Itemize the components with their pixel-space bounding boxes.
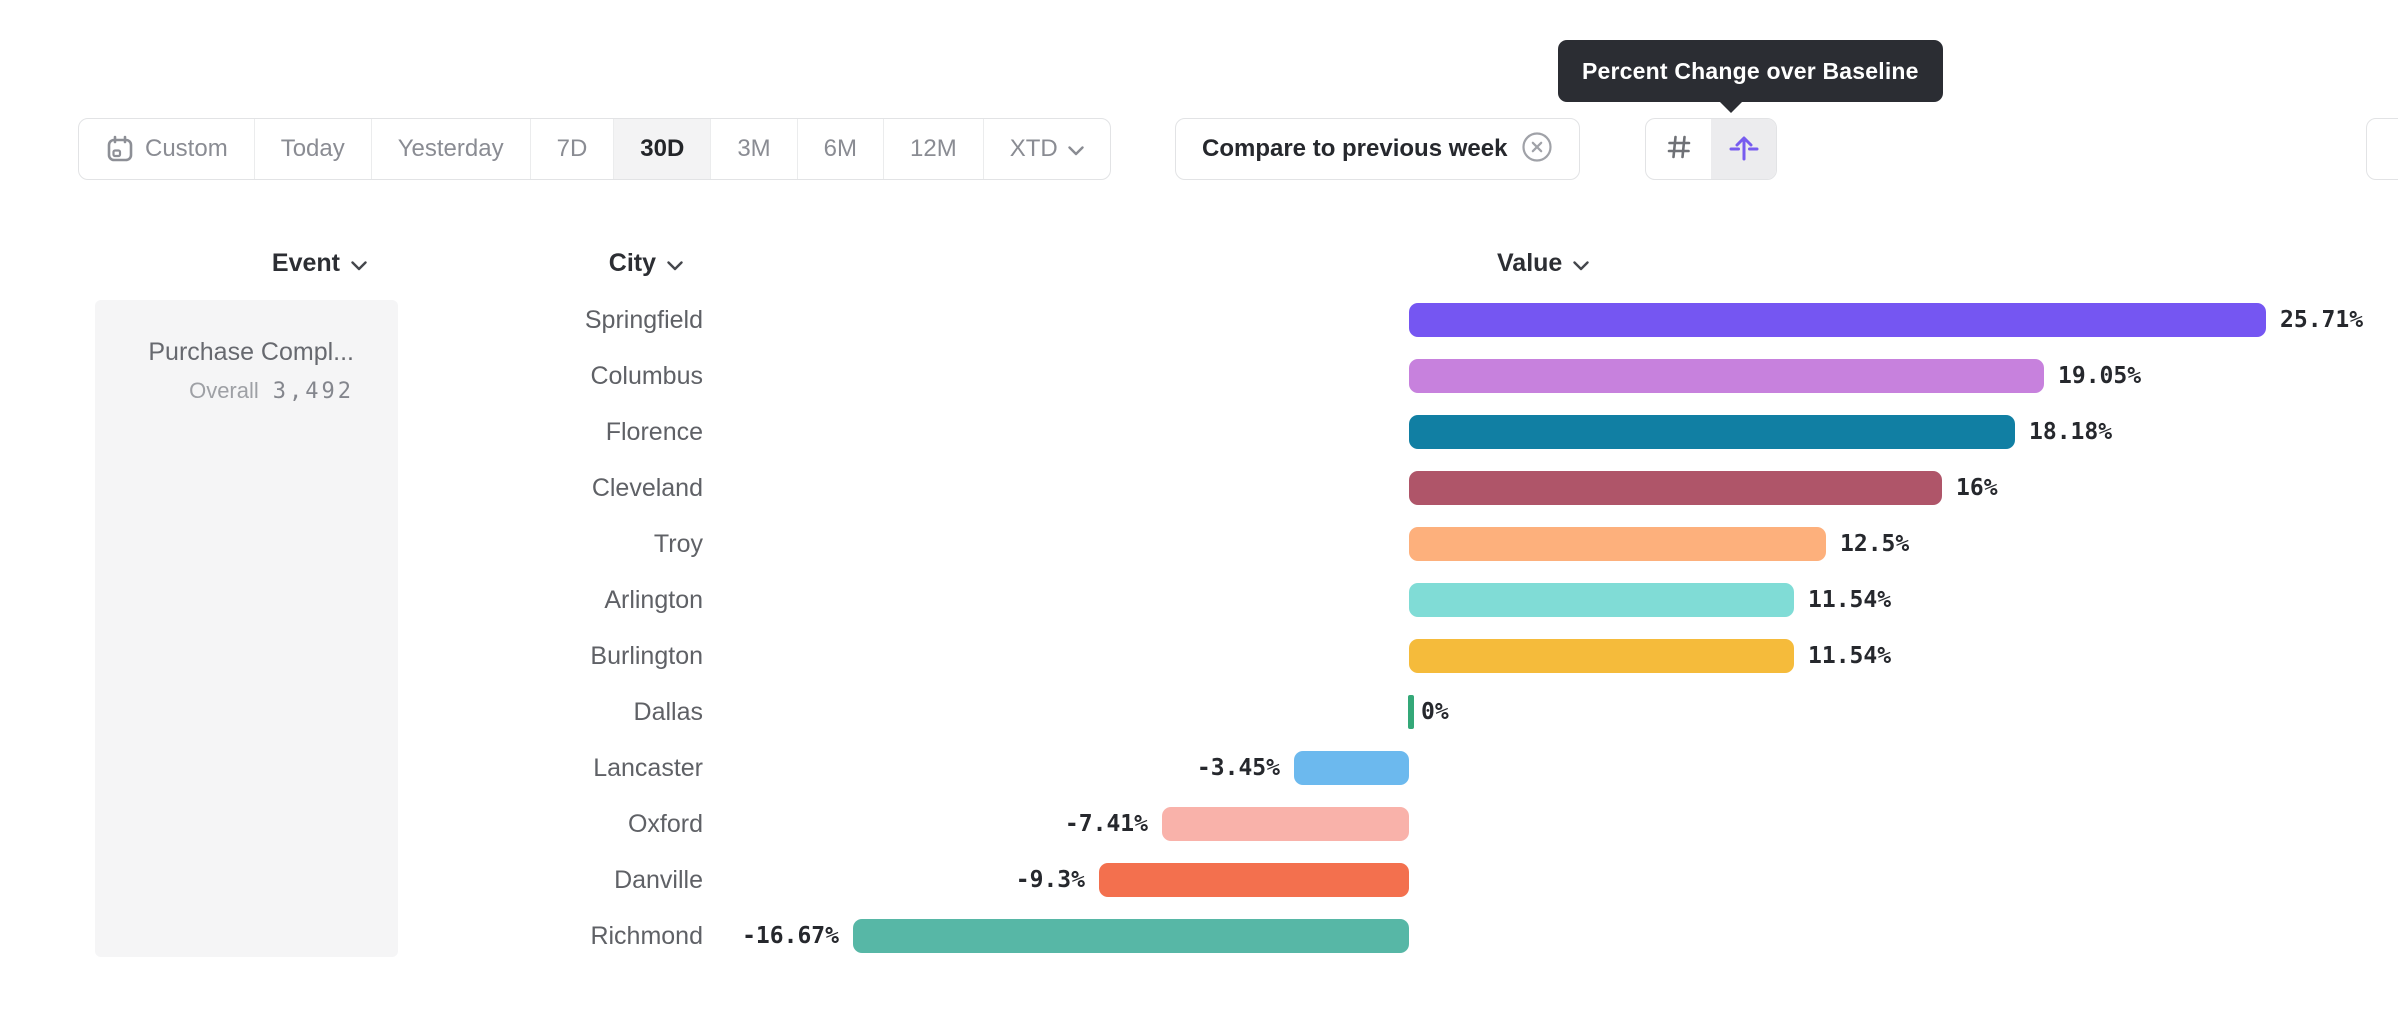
value-label: 11.54% [1808, 643, 1892, 669]
bar-richmond[interactable] [853, 919, 1409, 953]
date-range-label: XTD [1009, 135, 1058, 162]
date-range-custom[interactable]: Custom [79, 119, 255, 179]
value-display-toggle [1645, 118, 1777, 180]
date-range-3m[interactable]: 3M [711, 119, 798, 179]
column-label: City [608, 248, 656, 277]
date-range-xtd[interactable]: XTD [984, 119, 1110, 179]
overall-label: Overall [189, 378, 259, 403]
bar-arlington[interactable] [1409, 583, 1794, 617]
column-label: Event [271, 248, 340, 277]
city-label: Columbus [590, 362, 703, 390]
bar-danville[interactable] [1099, 863, 1409, 897]
bar-burlington[interactable] [1409, 639, 1794, 673]
date-range-picker: Custom Today Yesterday 7D 30D 3M 6M 12M … [78, 118, 1111, 180]
chevron-down-icon [1573, 249, 1590, 278]
date-range-6m[interactable]: 6M [798, 119, 884, 179]
event-panel[interactable]: Purchase Compl... Overall 3,492 [95, 300, 398, 957]
compare-chip[interactable]: Compare to previous week [1175, 118, 1581, 180]
hash-icon [1663, 131, 1695, 168]
bar-springfield[interactable] [1409, 303, 2266, 337]
value-label: 11.54% [1808, 587, 1892, 613]
chevron-down-icon [1067, 135, 1084, 163]
city-label: Dallas [633, 698, 703, 726]
totals-toggle-button[interactable] [1646, 119, 1711, 179]
city-label: Cleveland [591, 474, 703, 502]
date-range-label: 6M [823, 135, 857, 162]
city-label: Florence [605, 418, 703, 446]
value-label: 16% [1956, 475, 1998, 501]
city-label: Richmond [590, 922, 703, 950]
tooltip-arrow [1718, 100, 1744, 113]
chevron-down-icon [351, 249, 367, 278]
bar-florence[interactable] [1409, 415, 2015, 449]
column-header-city[interactable]: City [493, 246, 683, 280]
value-label: -16.67% [742, 923, 839, 949]
event-overall-row: Overall 3,492 [189, 378, 354, 404]
date-range-12m[interactable]: 12M [884, 119, 984, 179]
date-range-label: 30D [640, 135, 685, 162]
baseline-arrow-icon [1727, 130, 1761, 169]
bar-troy[interactable] [1409, 527, 1826, 561]
bar-oxford[interactable] [1162, 807, 1409, 841]
value-label: 12.5% [1840, 531, 1910, 557]
date-range-label: 3M [737, 135, 771, 162]
date-range-30d[interactable]: 30D [614, 119, 712, 179]
tooltip-text: Percent Change over Baseline [1582, 57, 1919, 84]
city-label: Oxford [627, 810, 703, 838]
date-range-label: Yesterday [397, 135, 504, 162]
tooltip: Percent Change over Baseline [1558, 40, 1943, 113]
city-label: Burlington [590, 642, 703, 670]
value-label: 0% [1421, 699, 1449, 725]
value-label: -7.41% [1064, 811, 1148, 837]
city-label: Arlington [604, 586, 703, 614]
city-label: Springfield [584, 306, 703, 334]
value-label: -3.45% [1196, 755, 1280, 781]
remove-compare-icon[interactable] [1521, 131, 1553, 168]
calendar-icon [105, 134, 135, 164]
city-label: Danville [614, 866, 703, 894]
city-label: Troy [653, 530, 703, 558]
date-range-label: Today [280, 135, 345, 162]
column-header-event[interactable]: Event [177, 246, 367, 280]
value-label: 25.71% [2280, 307, 2364, 333]
clipped-toolbar-button[interactable] [2366, 118, 2398, 180]
value-label: -9.3% [1015, 867, 1085, 893]
column-label: Value [1497, 248, 1563, 277]
bar-columbus[interactable] [1409, 359, 2044, 393]
compare-label: Compare to previous week [1202, 135, 1508, 162]
date-range-label: 12M [910, 135, 957, 162]
value-label: 18.18% [2029, 419, 2113, 445]
date-range-label: 7D [556, 135, 588, 162]
bar-dallas[interactable] [1408, 695, 1414, 729]
date-range-label: Custom [145, 135, 228, 162]
bar-cleveland[interactable] [1409, 471, 1942, 505]
bar-lancaster[interactable] [1294, 751, 1409, 785]
date-range-today[interactable]: Today [255, 119, 372, 179]
city-label: Lancaster [593, 754, 703, 782]
value-label: 19.05% [2058, 363, 2142, 389]
percent-change-toggle-button[interactable] [1711, 119, 1776, 179]
chevron-down-icon [667, 249, 683, 278]
event-title: Purchase Compl... [148, 338, 354, 366]
date-range-7d[interactable]: 7D [531, 119, 615, 179]
column-header-value[interactable]: Value [1497, 246, 1590, 280]
date-range-yesterday[interactable]: Yesterday [372, 119, 531, 179]
overall-value: 3,492 [272, 379, 354, 404]
